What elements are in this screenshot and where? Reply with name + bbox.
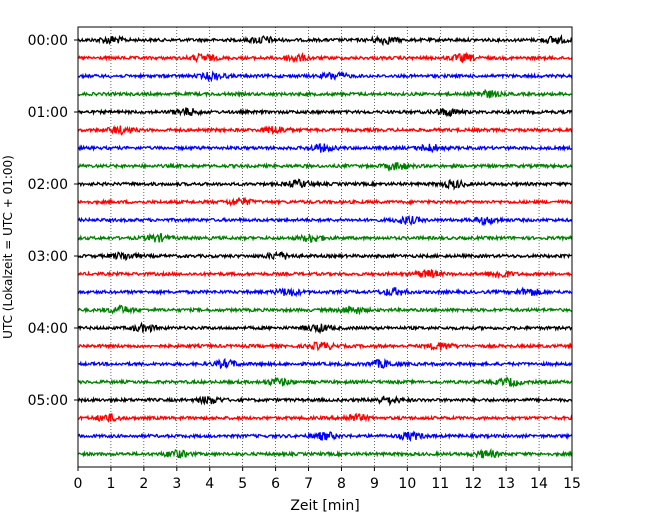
trace-line (77, 357, 573, 370)
x-tick-label: 11 (431, 476, 449, 492)
y-tick-label: 05:00 (28, 393, 68, 409)
trace-line (77, 375, 573, 388)
x-axis: 0 1 2 3 4 5 6 7 8 9 10 11 12 13 14 15 (74, 467, 581, 492)
plot-frame (77, 26, 573, 468)
y-axis: 00:00 01:00 02:00 03:00 04:00 05:00 (28, 33, 78, 409)
x-tick-label: 15 (563, 476, 581, 492)
x-tick-label: 5 (238, 476, 247, 492)
x-tick-label: 12 (464, 476, 482, 492)
trace-line (77, 107, 573, 118)
trace-line (77, 214, 573, 227)
vertical-grid (110, 27, 540, 467)
x-tick-label: 13 (497, 476, 515, 492)
x-tick-label: 9 (370, 476, 379, 492)
trace-line (77, 196, 573, 207)
trace-line (77, 341, 573, 352)
x-tick-label: 3 (172, 476, 181, 492)
trace-group (77, 33, 573, 459)
x-tick-label: 8 (337, 476, 346, 492)
y-axis-label: UTC (Lokalzeit = UTC + 01:00) (1, 155, 15, 339)
y-tick-label: 02:00 (28, 177, 68, 193)
trace-line (77, 33, 573, 47)
trace-line (77, 447, 573, 459)
trace-line (77, 304, 573, 316)
y-tick-label: 04:00 (28, 321, 68, 337)
trace-line (77, 412, 573, 424)
trace-line (77, 430, 573, 442)
y-tick-label: 00:00 (28, 33, 68, 49)
trace-line (77, 232, 573, 243)
x-tick-label: 1 (106, 476, 115, 492)
x-tick-label: 6 (271, 476, 280, 492)
trace-line (77, 268, 573, 280)
trace-line (77, 178, 573, 191)
trace-line (77, 394, 573, 407)
x-tick-label: 0 (74, 476, 83, 492)
x-axis-label: Zeit [min] (290, 498, 359, 514)
trace-line (77, 51, 573, 64)
trace-line (77, 321, 573, 335)
x-tick-label: 2 (139, 476, 148, 492)
x-tick-label: 7 (304, 476, 313, 492)
trace-line (77, 286, 573, 298)
x-tick-label: 14 (530, 476, 548, 492)
x-tick-label: 10 (398, 476, 416, 492)
trace-line (77, 70, 573, 83)
y-tick-label: 03:00 (28, 249, 68, 265)
trace-line (77, 124, 573, 136)
trace-line (77, 250, 573, 262)
trace-line (77, 143, 573, 154)
x-tick-label: 4 (205, 476, 214, 492)
trace-line (77, 89, 573, 99)
trace-line (77, 161, 573, 172)
y-tick-label: 01:00 (28, 105, 68, 121)
